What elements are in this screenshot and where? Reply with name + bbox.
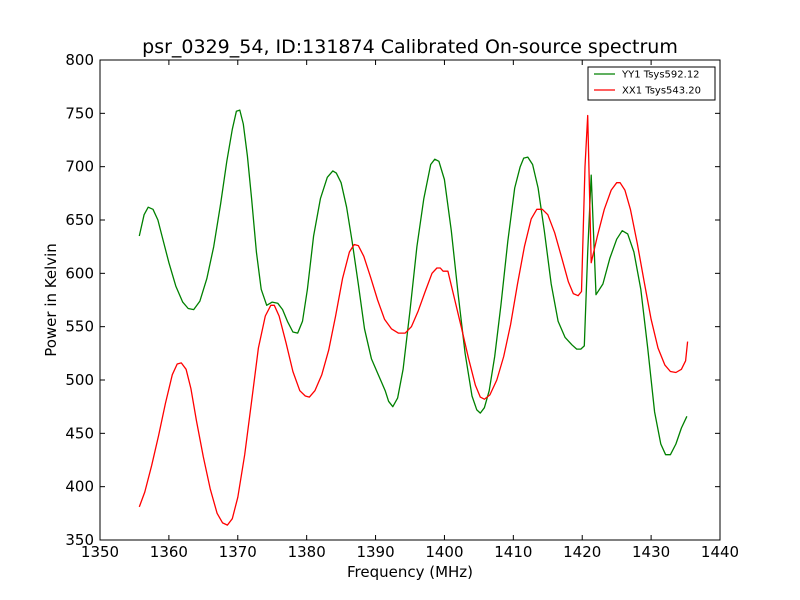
x-axis-label: Frequency (MHz) [347, 563, 473, 581]
x-tick-label-7: 1420 [563, 543, 601, 561]
y-tick-label-1: 400 [65, 478, 94, 496]
x-tick-label-4: 1390 [356, 543, 394, 561]
y-tick-label-6: 650 [65, 211, 94, 229]
legend-label-0: YY1 Tsys592.12 [621, 70, 700, 81]
series-line-1 [138, 114, 689, 526]
x-tick-label-3: 1380 [288, 543, 326, 561]
series-line-0 [138, 109, 688, 456]
y-tick-label-3: 500 [65, 371, 94, 389]
x-tick-label-9: 1440 [701, 543, 739, 561]
y-tick-label-0: 350 [65, 531, 94, 549]
plot-area: 1350 1360 1370 1380 1390 1400 1410 1420 1430 1440… [65, 51, 739, 561]
x-tick-label-2: 1370 [219, 543, 257, 561]
y-tick-label-9: 800 [65, 51, 94, 69]
legend-box [587, 66, 716, 101]
y-tick-label-4: 550 [65, 318, 94, 336]
y-tick-label-2: 450 [65, 424, 94, 442]
y-tick-label-8: 750 [65, 104, 94, 122]
y-axis-label: Power in Kelvin [42, 243, 60, 357]
x-tick-label-6: 1410 [494, 543, 532, 561]
x-tick-label-1: 1360 [150, 543, 188, 561]
x-tick-label-5: 1400 [425, 543, 463, 561]
plot-frame [99, 59, 721, 541]
y-tick-label-5: 600 [65, 264, 94, 282]
y-tick-label-7: 700 [65, 158, 94, 176]
chart-title: psr_0329_54, ID:131874 Calibrated On-sou… [142, 36, 678, 58]
legend-label-1: XX1 Tsys543.20 [622, 86, 701, 97]
x-tick-label-0: 1350 [81, 543, 119, 561]
x-tick-label-8: 1430 [632, 543, 670, 561]
